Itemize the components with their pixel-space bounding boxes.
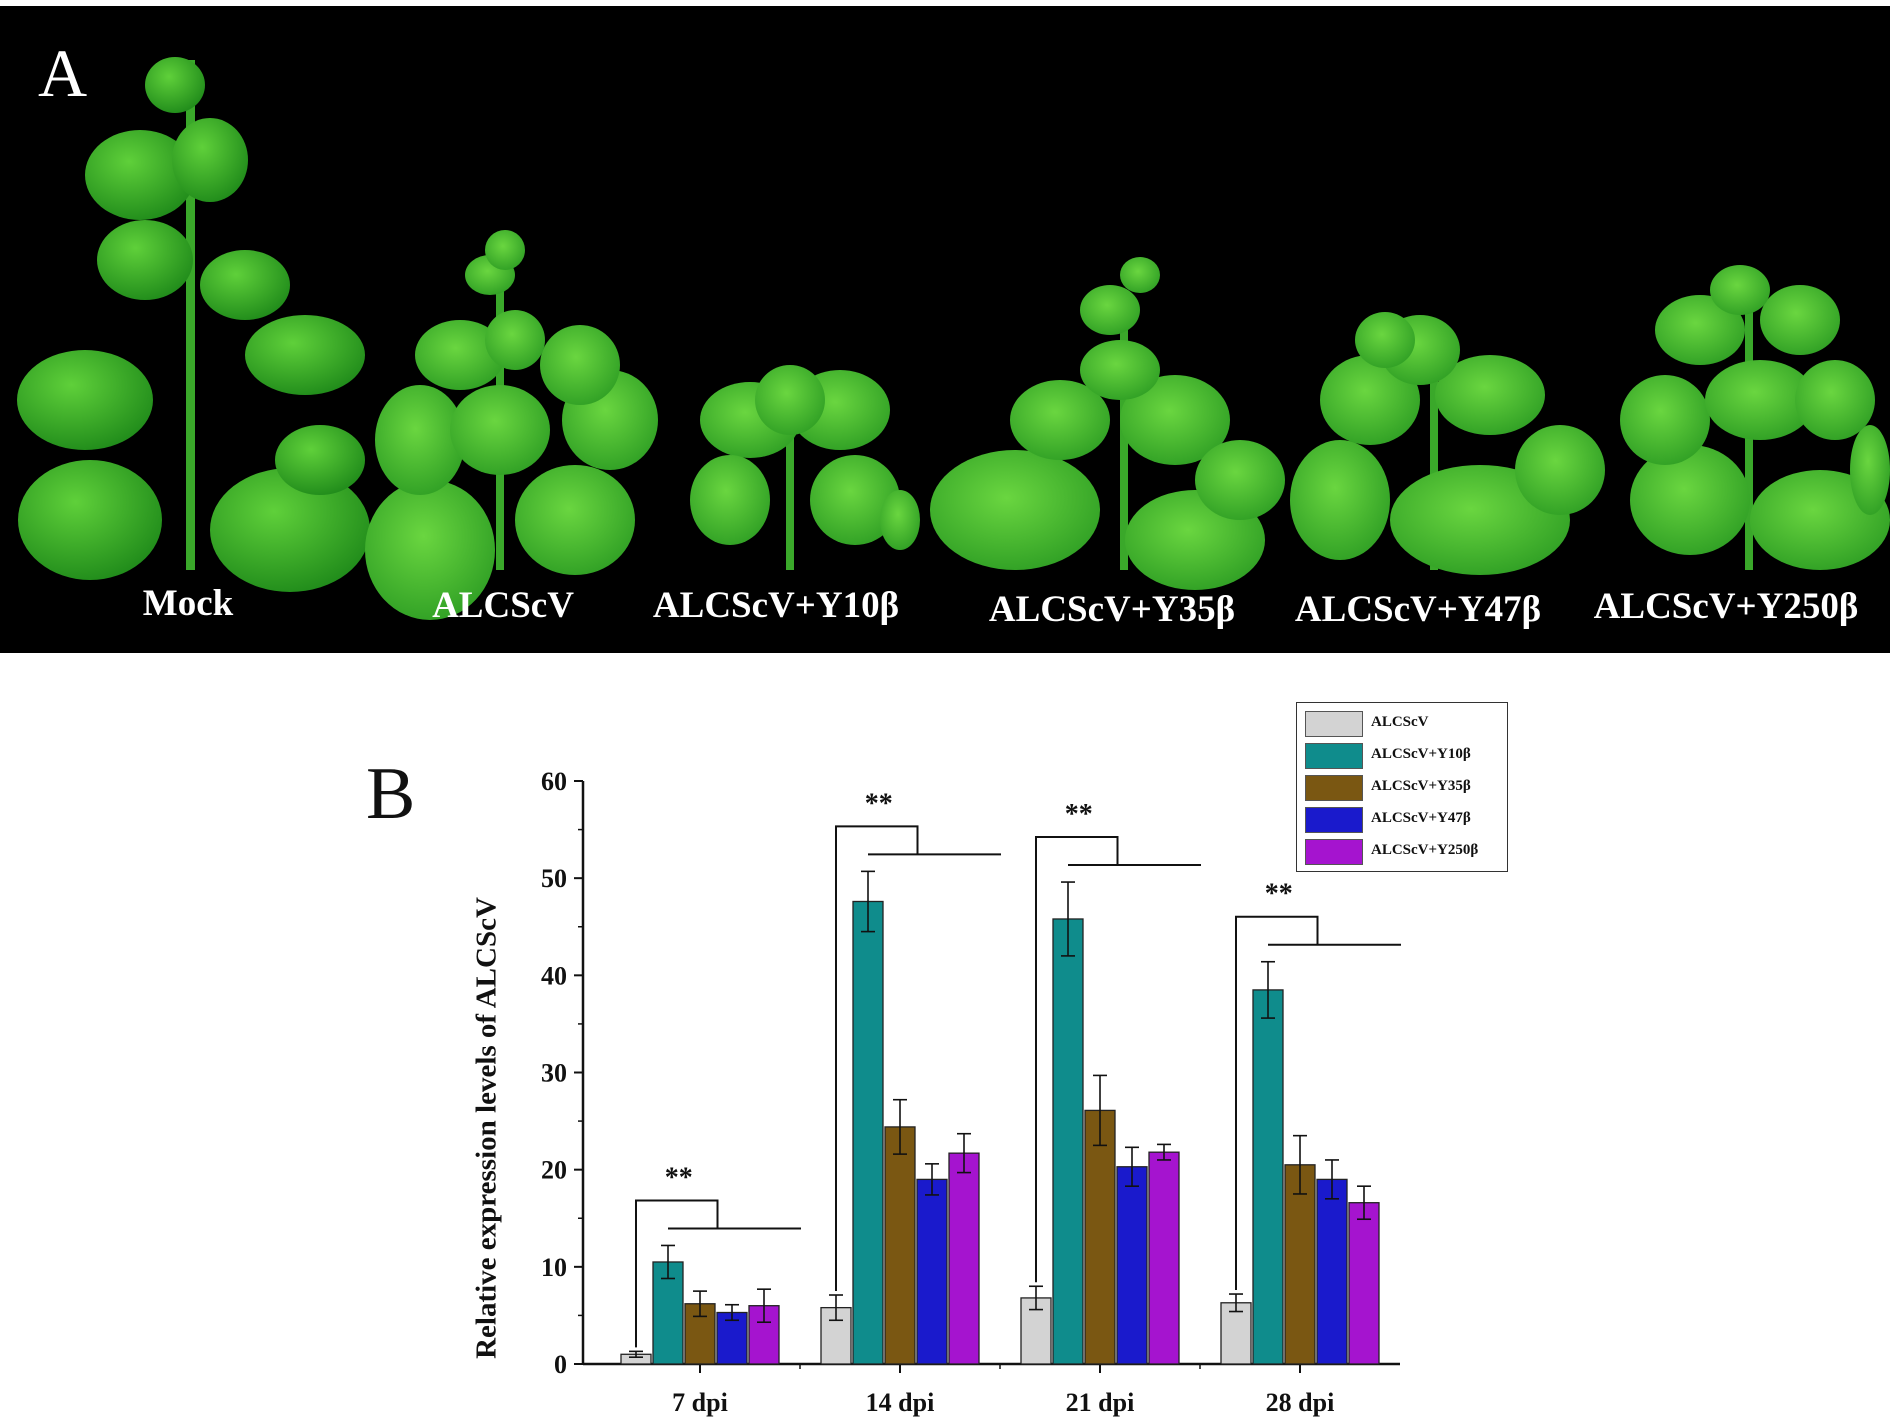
legend-item: ALCScV: [1305, 711, 1505, 737]
bar: [1252, 989, 1284, 1365]
bar: [820, 1306, 852, 1365]
bar: [1220, 1302, 1252, 1365]
bar: [1084, 1109, 1116, 1365]
bar: [1316, 1178, 1348, 1365]
plant-label-y250: ALCScV+Y250β: [1593, 586, 1859, 627]
bar: [1116, 1166, 1148, 1365]
x-tick-label: 28 dpi: [1266, 1388, 1335, 1417]
legend-label: ALCScV+Y35β: [1371, 778, 1471, 794]
x-tick-label: 7 dpi: [672, 1388, 728, 1417]
bar: [620, 1353, 652, 1365]
panel-label-a: A: [38, 35, 88, 111]
plant-y250: [1620, 265, 1890, 570]
bar: [652, 1261, 684, 1365]
legend-item: ALCScV+Y10β: [1305, 743, 1505, 769]
legend-swatch: [1305, 807, 1363, 833]
legend-label: ALCScV+Y250β: [1371, 842, 1479, 858]
significance-bracket: [1035, 836, 1119, 1283]
bar: [1052, 918, 1084, 1365]
bar: [716, 1311, 748, 1365]
plant-alcscv: [365, 230, 658, 620]
legend-swatch: [1305, 711, 1363, 737]
legend-label: ALCScV+Y10β: [1371, 746, 1471, 762]
y-tick-label: 30: [541, 1059, 567, 1088]
x-tick-label: 21 dpi: [1066, 1388, 1135, 1417]
panel-label-b: B: [366, 753, 416, 835]
plant-photo-panel: A Mock ALCScV ALCScV+Y10β ALCScV+Y35β AL…: [0, 0, 1890, 653]
bar: [684, 1303, 716, 1365]
bar: [1284, 1164, 1316, 1365]
chart-legend: ALCScV ALCScV+Y10β ALCScV+Y35β ALCScV+Y47β A…: [1296, 702, 1508, 872]
significance-bracket: [635, 1199, 719, 1348]
y-tick-label: 20: [541, 1156, 567, 1185]
significance-bracket: [835, 825, 919, 1292]
plant-label-alcscv: ALCScV: [432, 585, 574, 626]
bar: [916, 1178, 948, 1365]
plant-photo: [0, 0, 1890, 653]
legend-swatch: [1305, 775, 1363, 801]
legend-label: ALCScV: [1371, 714, 1429, 730]
legend-item: ALCScV+Y35β: [1305, 775, 1505, 801]
plant-label-y47: ALCScV+Y47β: [1294, 589, 1542, 630]
significance-bracket: [1235, 915, 1319, 1291]
y-axis-title: Relative expression levels of ALCScV: [470, 897, 503, 1359]
legend-item: ALCScV+Y250β: [1305, 839, 1505, 865]
bar: [884, 1126, 916, 1365]
plant-mock: [17, 57, 370, 592]
plant-y47: [1290, 312, 1605, 575]
plant-label-y35: ALCScV+Y35β: [988, 589, 1236, 630]
significance-label: **: [865, 788, 893, 819]
significance-label: **: [665, 1162, 693, 1193]
bar: [852, 900, 884, 1365]
bar: [1348, 1202, 1380, 1365]
bar: [948, 1152, 980, 1365]
x-tick-label: 14 dpi: [866, 1388, 935, 1417]
legend-label: ALCScV+Y47β: [1371, 810, 1471, 826]
significance-label: **: [1265, 879, 1293, 910]
bar: [748, 1305, 780, 1365]
plant-y35: [930, 257, 1285, 590]
y-tick-label: 50: [541, 864, 567, 893]
legend-swatch: [1305, 743, 1363, 769]
legend-item: ALCScV+Y47β: [1305, 807, 1505, 833]
bar: [1020, 1297, 1052, 1365]
y-tick-label: 10: [541, 1253, 567, 1282]
plant-label-mock: Mock: [142, 583, 234, 624]
y-tick-label: 40: [541, 961, 567, 990]
bar: [1148, 1151, 1180, 1365]
plant-y10: [690, 365, 920, 570]
legend-swatch: [1305, 839, 1363, 865]
plant-label-y10: ALCScV+Y10β: [652, 585, 900, 626]
y-tick-label: 60: [541, 767, 567, 796]
significance-label: **: [1065, 799, 1093, 830]
y-tick-label: 0: [554, 1350, 567, 1379]
